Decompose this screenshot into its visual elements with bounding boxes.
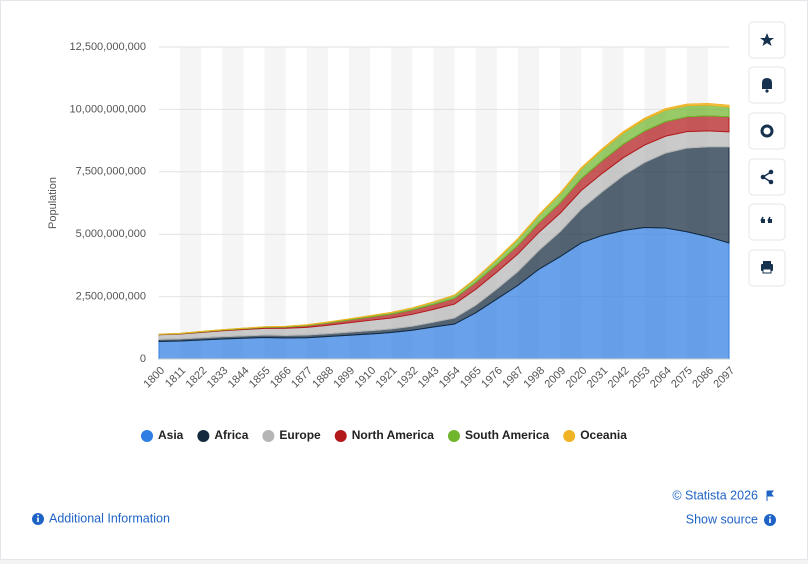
x-tick-label: 1822 <box>184 365 210 391</box>
bg-band <box>306 47 328 359</box>
bg-band <box>264 47 286 359</box>
legend-item[interactable]: North America <box>334 428 435 442</box>
legend-marker <box>563 430 576 442</box>
x-tick-label: 2009 <box>542 365 568 391</box>
share-button[interactable] <box>748 158 786 196</box>
bg-band <box>222 47 244 359</box>
x-tick-label: 2020 <box>564 365 590 391</box>
x-tick-label: 1932 <box>395 365 421 391</box>
x-tick-label: 2075 <box>669 365 695 391</box>
legend-marker <box>141 430 153 442</box>
additional-info-link[interactable]: Additional Information <box>49 511 170 525</box>
y-tick-label: 12,500,000,000 <box>70 41 146 53</box>
x-tick-label: 2053 <box>627 365 653 391</box>
x-tick-label: 1910 <box>352 365 378 391</box>
toolbar <box>748 21 786 287</box>
legend-label: Europe <box>279 428 321 442</box>
copyright-text[interactable]: © Statista 2026 <box>672 488 758 502</box>
show-source-link[interactable]: Show source <box>686 512 758 526</box>
x-tick-label: 1965 <box>458 365 484 391</box>
favorite-button[interactable] <box>748 21 786 59</box>
x-tick-label: 1976 <box>479 365 505 391</box>
alert-button[interactable] <box>748 66 786 104</box>
x-tick-label: 2064 <box>648 365 674 391</box>
legend-marker <box>334 430 347 442</box>
bg-band <box>391 47 413 359</box>
legend-marker <box>447 430 460 442</box>
plot-area <box>158 46 730 360</box>
legend-label: Oceania <box>580 428 627 442</box>
x-tick-label: 1987 <box>500 365 526 391</box>
x-tick-label: 1943 <box>416 365 442 391</box>
legend-label: South America <box>465 428 550 442</box>
cite-button[interactable] <box>748 203 786 241</box>
legend-label: Africa <box>214 428 248 442</box>
legend-item[interactable]: Asia <box>141 428 184 442</box>
x-tick-label: 1888 <box>310 365 336 391</box>
legend-label: North America <box>352 428 435 442</box>
x-tick-label: 2031 <box>585 365 611 391</box>
bg-band <box>349 47 371 359</box>
y-tick-label: 7,500,000,000 <box>76 166 146 178</box>
bg-band <box>180 47 202 359</box>
x-tick-label: 1899 <box>331 365 357 391</box>
x-tick-label: 1800 <box>141 365 167 391</box>
x-tick-label: 1866 <box>268 365 294 391</box>
copyright[interactable]: © Statista 2026 <box>672 488 775 502</box>
x-tick-label: 1811 <box>163 365 188 390</box>
x-tick-label: 1844 <box>226 365 252 391</box>
y-tick-label: 0 <box>140 353 146 365</box>
additional-info[interactable]: Additional Information <box>32 511 170 525</box>
y-tick-label: 2,500,000,000 <box>76 291 146 303</box>
x-tick-label: 1998 <box>521 365 547 391</box>
y-tick-label: 5,000,000,000 <box>76 228 146 240</box>
legend-label: Asia <box>158 428 184 442</box>
x-tick-label: 2097 <box>711 365 737 391</box>
legend-marker <box>262 430 275 442</box>
bg-band <box>433 47 455 359</box>
x-tick-label: 2086 <box>690 365 716 391</box>
x-tick-label: 1855 <box>247 365 273 391</box>
x-tick-label: 1877 <box>289 365 315 391</box>
settings-button[interactable] <box>748 112 786 150</box>
legend-marker <box>197 430 210 442</box>
legend-item[interactable]: Africa <box>197 428 249 442</box>
x-tick-label: 1954 <box>437 365 463 391</box>
show-source[interactable]: Show source <box>686 512 776 526</box>
legend-item[interactable]: Europe <box>262 428 321 442</box>
y-axis-label: Population <box>47 177 59 229</box>
legend-item[interactable]: South America <box>447 428 550 442</box>
x-tick-label: 2042 <box>606 365 632 391</box>
y-tick-label: 10,000,000,000 <box>70 103 146 115</box>
print-button[interactable] <box>748 249 786 287</box>
x-tick-label: 1921 <box>374 365 400 391</box>
area <box>158 103 730 335</box>
x-tick-label: 1833 <box>205 365 231 391</box>
legend-item[interactable]: Oceania <box>563 428 627 442</box>
